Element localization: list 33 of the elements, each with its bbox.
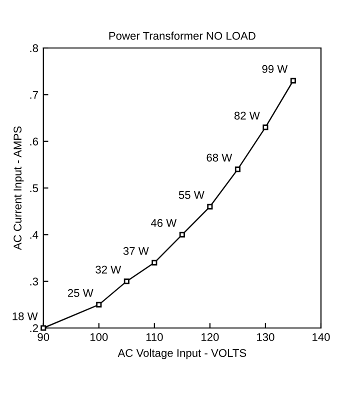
annotation: 99 W bbox=[262, 65, 288, 73]
x-tick-label: 90 bbox=[38, 333, 50, 342]
y-tick-label: .3 bbox=[30, 278, 38, 286]
y-tick-label: .8 bbox=[30, 44, 38, 52]
point bbox=[124, 278, 130, 284]
x-tick-label: 120 bbox=[202, 333, 219, 342]
annotation: 82 W bbox=[234, 112, 260, 120]
annotation: 25 W bbox=[68, 289, 94, 297]
x-axis-title: AC Voltage Input - VOLTS bbox=[118, 348, 246, 360]
point bbox=[207, 204, 213, 210]
y-tick-label: .2 bbox=[30, 324, 38, 332]
point bbox=[262, 124, 268, 130]
point bbox=[96, 302, 102, 308]
x-tick-label: 130 bbox=[257, 333, 274, 342]
x-tick-label: 110 bbox=[146, 333, 163, 342]
point bbox=[152, 260, 158, 266]
y-tick-label: .6 bbox=[30, 138, 38, 146]
annotation: 37 W bbox=[123, 247, 149, 255]
point bbox=[234, 166, 240, 172]
y-tick-label: .4 bbox=[30, 231, 38, 239]
annotation: 18 W bbox=[12, 312, 38, 320]
x-tick-label: 140 bbox=[312, 333, 330, 342]
annotation: 68 W bbox=[206, 154, 232, 162]
chart-title: Power Transformer NO LOAD bbox=[109, 32, 256, 40]
annotation: 32 W bbox=[96, 266, 122, 274]
point bbox=[290, 78, 296, 84]
annotation: 55 W bbox=[178, 191, 204, 199]
y-tick-label: .7 bbox=[30, 91, 38, 99]
point bbox=[179, 232, 185, 238]
y-tick-label: .5 bbox=[30, 184, 38, 192]
annotation: 46 W bbox=[150, 219, 177, 227]
x-tick-label: 100 bbox=[90, 333, 108, 342]
y-axis-title: AC Current Input - AMPS bbox=[14, 126, 24, 250]
